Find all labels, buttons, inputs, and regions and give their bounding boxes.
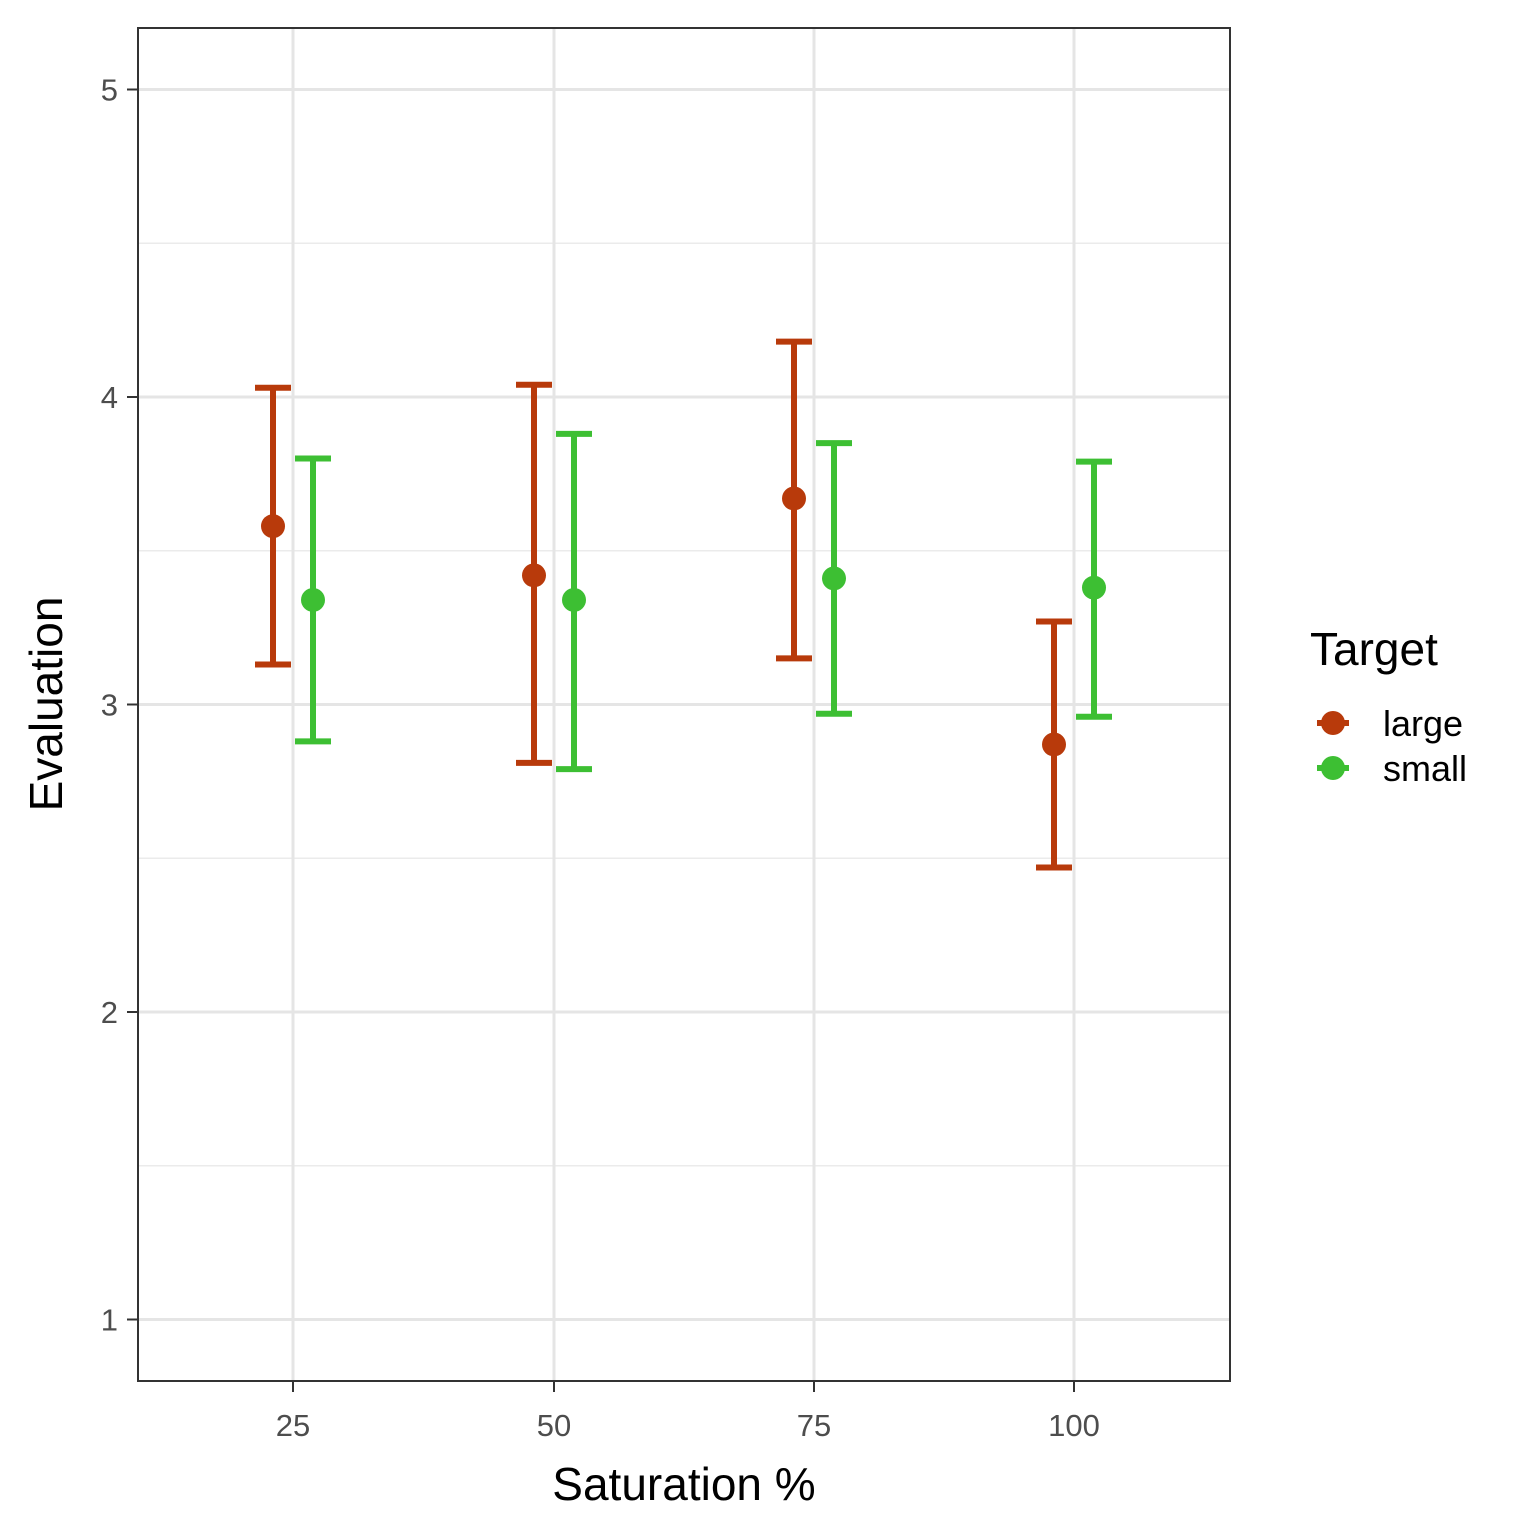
x-tick-label: 100 (1048, 1408, 1100, 1443)
point-large (261, 514, 285, 539)
series-large (255, 338, 1072, 871)
grid-minor (138, 242, 1230, 1167)
legend-label: small (1383, 748, 1467, 789)
x-tick-label: 75 (797, 1408, 831, 1443)
y-axis: 1 2 3 4 5 (101, 73, 138, 1338)
point-small (822, 566, 846, 591)
y-tick-label: 4 (101, 380, 118, 415)
legend-key-point (1321, 711, 1345, 735)
legend-item-large: large (1317, 703, 1463, 744)
y-tick-label: 1 (101, 1303, 118, 1338)
legend-item-small: small (1317, 748, 1467, 789)
y-tick-label: 5 (101, 73, 118, 108)
point-large (1042, 732, 1066, 757)
y-axis-title: Evaluation (20, 597, 72, 812)
point-small (562, 587, 586, 612)
x-axis-title: Saturation % (552, 1458, 815, 1510)
y-tick-label: 2 (101, 995, 118, 1030)
x-tick-label: 50 (537, 1408, 571, 1443)
legend-title: Target (1310, 623, 1438, 675)
x-axis: 25 50 75 100 (276, 1381, 1100, 1443)
grid-major (138, 28, 1230, 1381)
plot-area (137, 27, 1231, 1382)
y-tick-label: 3 (101, 688, 118, 723)
point-large (522, 563, 546, 588)
point-small (1082, 575, 1106, 600)
point-small (301, 587, 325, 612)
series-layer (255, 338, 1112, 871)
point-large (782, 486, 806, 511)
legend-label: large (1383, 703, 1463, 744)
series-small (295, 430, 1112, 773)
x-tick-label: 25 (276, 1408, 310, 1443)
legend-key-point (1321, 756, 1345, 780)
